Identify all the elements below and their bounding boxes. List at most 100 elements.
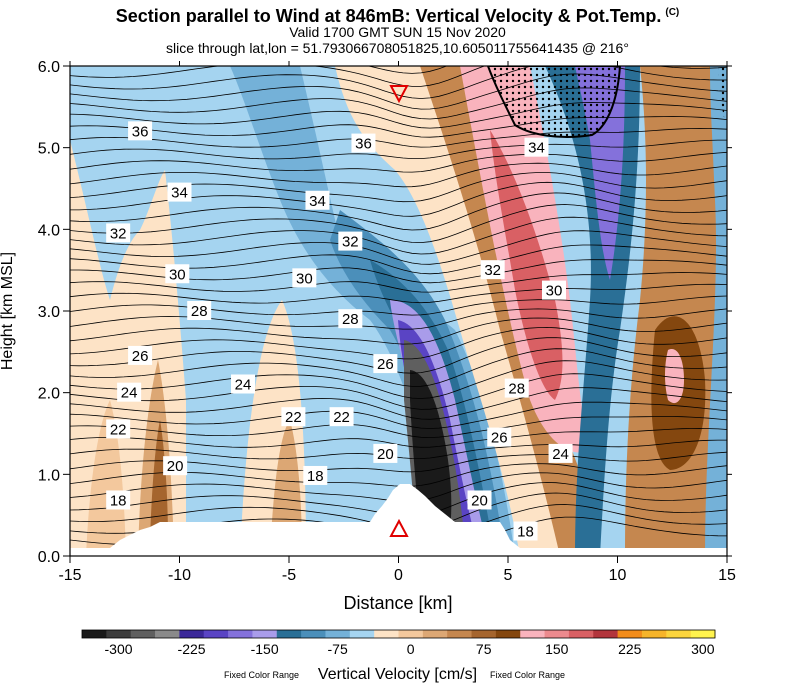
isentrope-label: 26: [373, 354, 398, 374]
isentrope-label-box: [487, 427, 512, 447]
isentrope-label-text: 18: [517, 524, 534, 541]
isentrope-label-text: 20: [471, 492, 488, 509]
isentrope-label: 26: [128, 345, 153, 365]
isentrope-label: 22: [329, 407, 354, 427]
isentrope-label-box: [303, 465, 328, 485]
x-tick-label: 0: [394, 567, 403, 584]
colorbar-swatch: [252, 630, 278, 638]
y-tick-label: 0.0: [38, 549, 60, 566]
colorbar-swatch: [349, 630, 375, 638]
colorbar-swatch: [447, 630, 473, 638]
right-updraft-pink: [665, 349, 684, 404]
isentrope-line: [70, 162, 727, 188]
isentrope-label-box: [338, 309, 363, 329]
colorbar-swatch: [374, 630, 399, 638]
isentrope-label-text: 24: [552, 446, 569, 463]
y-tick-label: 6.0: [38, 59, 60, 76]
y-tick-label: 3.0: [38, 304, 60, 321]
isentrope-label-text: 24: [121, 385, 138, 402]
isentrope-line: [70, 283, 727, 304]
isentrope-label: 18: [106, 490, 131, 510]
isentrope-label-box: [524, 137, 549, 157]
isentrope-label-box: [128, 345, 153, 365]
right-edge-blue: [705, 66, 727, 556]
isentrope-line: [70, 317, 727, 345]
colorbar-tick-label: -75: [328, 641, 348, 657]
isentrope-label: 30: [541, 280, 566, 300]
isentrope-line: [70, 272, 727, 293]
isentrope-label-text: 26: [491, 430, 508, 447]
colorbar-swatch: [544, 630, 570, 638]
isentrope-label-box: [305, 190, 330, 210]
colorbar-swatch: [641, 630, 667, 638]
colorbar-title: Vertical Velocity [cm/s]: [317, 666, 478, 683]
isentrope-label: 34: [167, 182, 192, 202]
colorbar-swatch: [666, 630, 692, 638]
colorbar-swatch: [325, 630, 351, 638]
isentrope-line: [70, 337, 727, 374]
isentrope-label-text: 18: [110, 492, 127, 509]
isentrope-label-text: 20: [377, 446, 394, 463]
isentrope-label-text: 34: [528, 140, 545, 157]
colorbar-swatch: [276, 630, 302, 638]
isentrope-label-box: [329, 407, 354, 427]
isentrope-label-box: [163, 456, 188, 476]
isentrope-label: 30: [165, 264, 190, 284]
isentrope-label-text: 22: [285, 409, 302, 426]
isentrope-label-box: [373, 354, 398, 374]
isentrope-line: [70, 427, 727, 448]
colorbar-swatch: [106, 630, 132, 638]
isentrope-label: 22: [106, 419, 131, 439]
isentrope-label-text: 30: [169, 266, 186, 283]
isentrope-line: [70, 127, 727, 148]
isentrope-label: 28: [338, 309, 363, 329]
colorbar-swatch: [203, 630, 229, 638]
isentrope-label-text: 34: [171, 185, 188, 202]
isentrope-label-text: 20: [167, 458, 184, 475]
x-tick-label: -5: [282, 567, 296, 584]
colorbar: -300 -225 -150 -75 0 75 150 225 300: [81, 629, 716, 657]
top-marker-triangle: [389, 85, 409, 104]
isentrope-label-box: [373, 443, 398, 463]
y-tick-label: 2.0: [38, 386, 60, 403]
colorbar-swatch: [690, 630, 716, 638]
colorbar-swatch: [593, 630, 619, 638]
isentrope-line: [70, 326, 727, 360]
colorbar-tick-label: -150: [251, 641, 279, 657]
colorbar-swatch: [155, 630, 180, 638]
x-tick-label: -15: [58, 567, 81, 584]
isentrope-label: 22: [281, 407, 306, 427]
isentrope-label-text: 24: [235, 377, 252, 394]
isentrope-label-box: [480, 260, 505, 280]
isentrope-label: 26: [487, 427, 512, 447]
isentrope-label: 36: [351, 133, 376, 153]
isentrope-label: 24: [117, 382, 142, 402]
isentrope-label-box: [187, 301, 212, 320]
colorbar-tick-label: 150: [545, 641, 569, 657]
isentrope-label: 30: [292, 268, 317, 288]
colorbar-swatch: [617, 630, 643, 638]
isentrope-label-box: [292, 268, 317, 288]
isentrope-label: 24: [548, 443, 573, 463]
isentrope-label-box: [513, 521, 538, 541]
colorbar-swatch: [568, 630, 594, 638]
isentrope-line: [70, 139, 727, 160]
isentrope-label-text: 28: [191, 303, 208, 320]
colorbar-swatch: [422, 630, 448, 638]
y-tick-label: 4.0: [38, 222, 60, 239]
isentrope-label-text: 22: [333, 409, 350, 426]
x-axis-label: Distance [km]: [343, 593, 452, 613]
isentrope-label: 24: [231, 374, 256, 394]
isentrope-label-text: 26: [132, 348, 149, 365]
isentrope-label-box: [351, 133, 376, 153]
colorbar-swatch: [82, 630, 107, 638]
isentrope-label-text: 18: [307, 468, 324, 485]
isentrope-line: [70, 27, 727, 59]
updraft-band-outer: [335, 66, 590, 556]
isentrope-label: 20: [467, 490, 492, 510]
colorbar-swatch: [471, 630, 497, 638]
stippled-region-edge: [718, 66, 727, 130]
isentrope-label-box: [167, 182, 192, 202]
colorbar-frame: [81, 629, 716, 639]
isentrope-label-box: [117, 382, 142, 402]
